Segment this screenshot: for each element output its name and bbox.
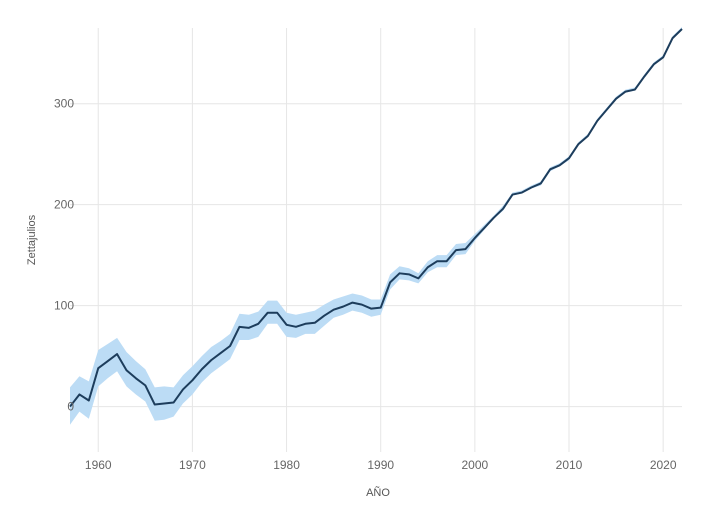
- x-tick-label: 1970: [179, 458, 206, 472]
- uncertainty-band: [70, 26, 682, 425]
- x-tick-label: 1960: [85, 458, 112, 472]
- x-tick-label: 2000: [462, 458, 489, 472]
- x-tick-label: 2010: [556, 458, 583, 472]
- series-line: [69, 28, 683, 408]
- x-tick-label: 1980: [273, 458, 300, 472]
- x-axis-label: AÑO: [366, 486, 390, 499]
- series-line-layer: [69, 28, 683, 408]
- y-tick-label: 100: [54, 299, 74, 313]
- y-tick-label: 200: [54, 198, 74, 212]
- y-tick-label: 0: [67, 400, 74, 414]
- x-tick-label: 2020: [650, 458, 677, 472]
- y-axis-label: Zettajulios: [26, 214, 38, 265]
- x-tick-label: 1990: [367, 458, 394, 472]
- y-tick-label: 300: [54, 97, 74, 111]
- uncertainty-band-layer: [70, 26, 682, 425]
- tick-labels: 1960 1970 1980 1990 2000 2010 2020 0 100 200 300: [54, 97, 677, 472]
